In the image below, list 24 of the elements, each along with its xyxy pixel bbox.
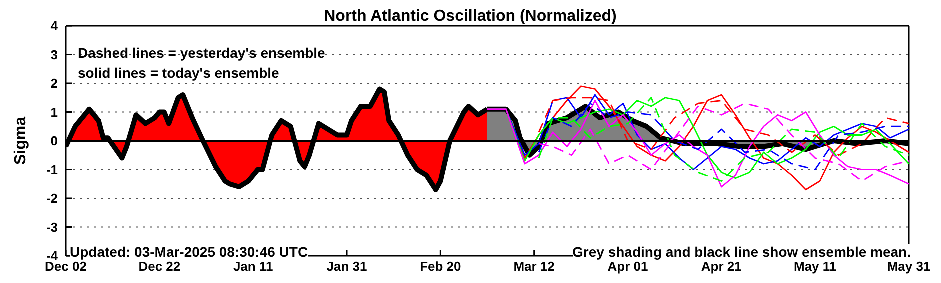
x-tick-label: May 31 xyxy=(887,259,931,274)
x-tick-label: May 11 xyxy=(794,259,837,274)
x-tick-label: Dec 02 xyxy=(45,259,87,274)
y-tick-label: -1 xyxy=(46,162,58,178)
x-tick-label: Apr 01 xyxy=(608,259,648,274)
annotation: Updated: 03-Mar-2025 08:30:46 UTC xyxy=(70,244,308,260)
x-tick-label: Feb 20 xyxy=(420,259,462,274)
annotation: solid lines = today's ensemble xyxy=(78,65,280,81)
annotation: Dashed lines = yesterday's ensemble xyxy=(78,45,326,61)
chart-title: North Atlantic Oscillation (Normalized) xyxy=(324,8,617,25)
x-tick-label: Mar 12 xyxy=(514,259,555,274)
x-tick-label: Jan 31 xyxy=(326,259,368,274)
y-tick-label: 2 xyxy=(50,76,58,92)
x-tick-label: Dec 22 xyxy=(138,259,181,274)
x-tick-label: Jan 11 xyxy=(233,259,274,274)
y-tick-label: 3 xyxy=(50,47,58,62)
y-tick-label: 0 xyxy=(50,134,58,149)
annotation: Grey shading and black line show ensemble mean. xyxy=(572,244,911,260)
y-axis-title: Sigma xyxy=(12,116,30,166)
y-tick-label: -3 xyxy=(46,220,58,235)
y-tick-label: 1 xyxy=(50,104,58,120)
y-tick-label: 4 xyxy=(50,18,59,34)
y-tick-label: -2 xyxy=(46,191,58,206)
x-tick-label: Apr 21 xyxy=(701,259,742,274)
